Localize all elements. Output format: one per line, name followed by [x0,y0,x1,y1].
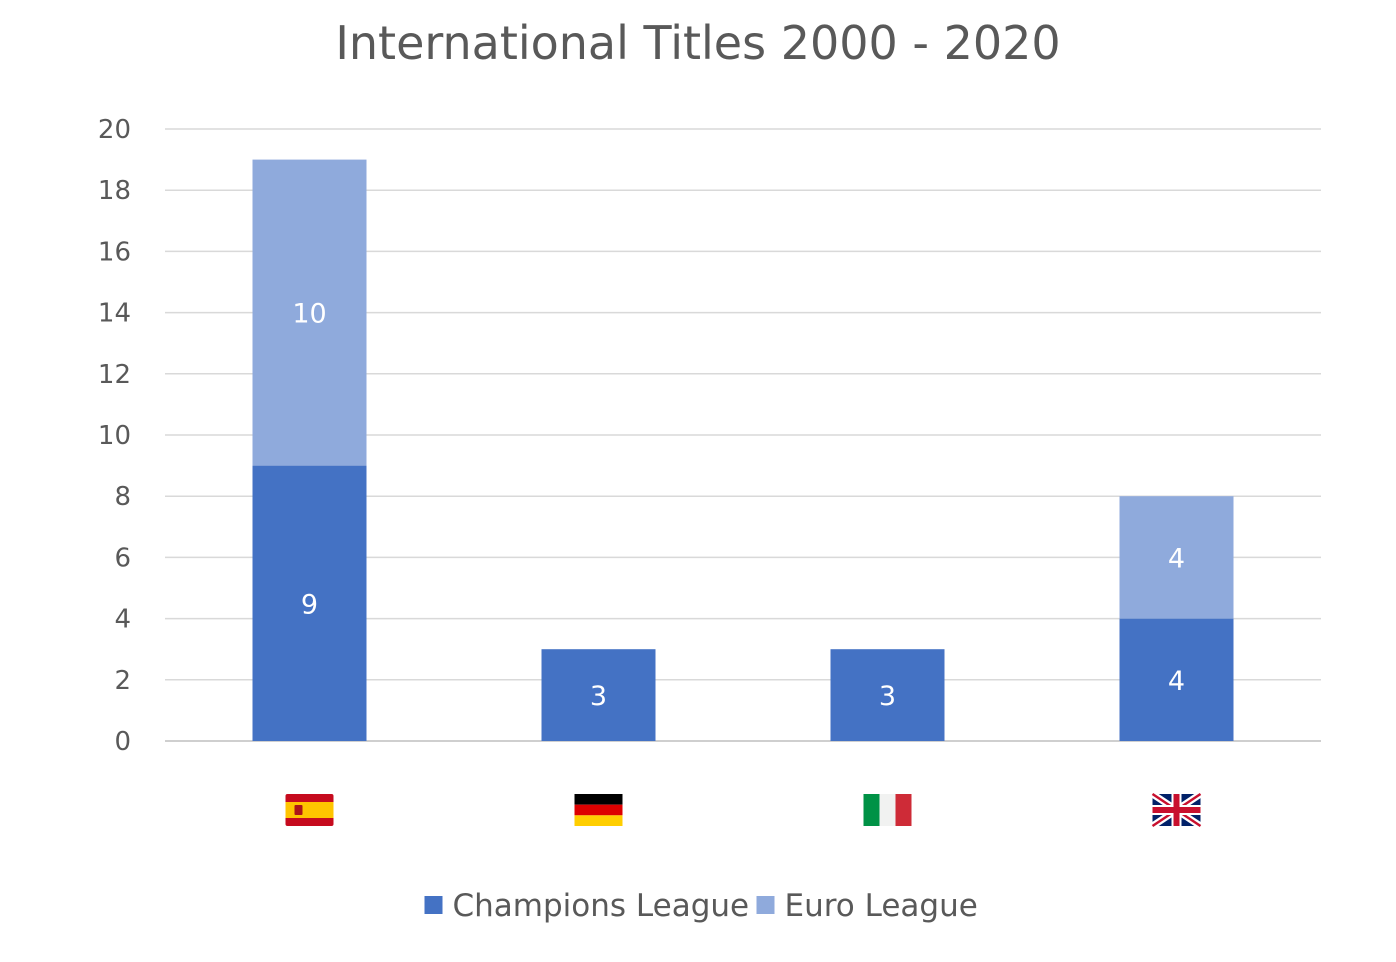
data-label-germany-champions-league: 3 [590,681,607,712]
y-tick-label-18: 18 [98,176,131,206]
chart-title: International Titles 2000 - 2020 [335,16,1061,70]
germany-flag-icon [574,794,623,826]
y-tick-label-10: 10 [98,421,131,451]
y-tick-label-0: 0 [114,727,131,757]
legend-label-euro-league: Euro League [785,888,978,924]
bar-united-kingdom-euro-league [1119,496,1234,619]
legend-label-champions-league: Champions League [453,888,750,924]
data-label-united-kingdom-euro-league: 4 [1168,543,1185,574]
bar-italy-champions-league [830,649,945,741]
bar-spain-champions-league [252,465,367,741]
y-tick-label-8: 8 [114,482,131,512]
bar-spain-euro-league [252,159,367,466]
y-tick-label-16: 16 [98,237,131,267]
spain-flag-icon [285,794,334,826]
italy-flag-icon [863,794,912,826]
y-tick-label-12: 12 [98,360,131,390]
data-label-italy-champions-league: 3 [879,681,896,712]
legend-swatch-euro-league [756,896,775,914]
bar-germany-champions-league [541,649,656,741]
y-tick-label-20: 20 [98,115,131,145]
uk-flag-icon [1150,791,1203,829]
data-label-united-kingdom-champions-league: 4 [1168,666,1185,697]
data-label-spain-champions-league: 9 [301,589,318,620]
y-tick-label-14: 14 [98,299,131,329]
y-tick-label-4: 4 [114,605,131,635]
legend-swatch-champions-league [424,896,443,914]
y-tick-label-2: 2 [114,666,131,696]
bar-united-kingdom-champions-league [1119,618,1234,741]
y-tick-label-6: 6 [114,543,131,573]
data-label-spain-euro-league: 10 [292,299,326,330]
